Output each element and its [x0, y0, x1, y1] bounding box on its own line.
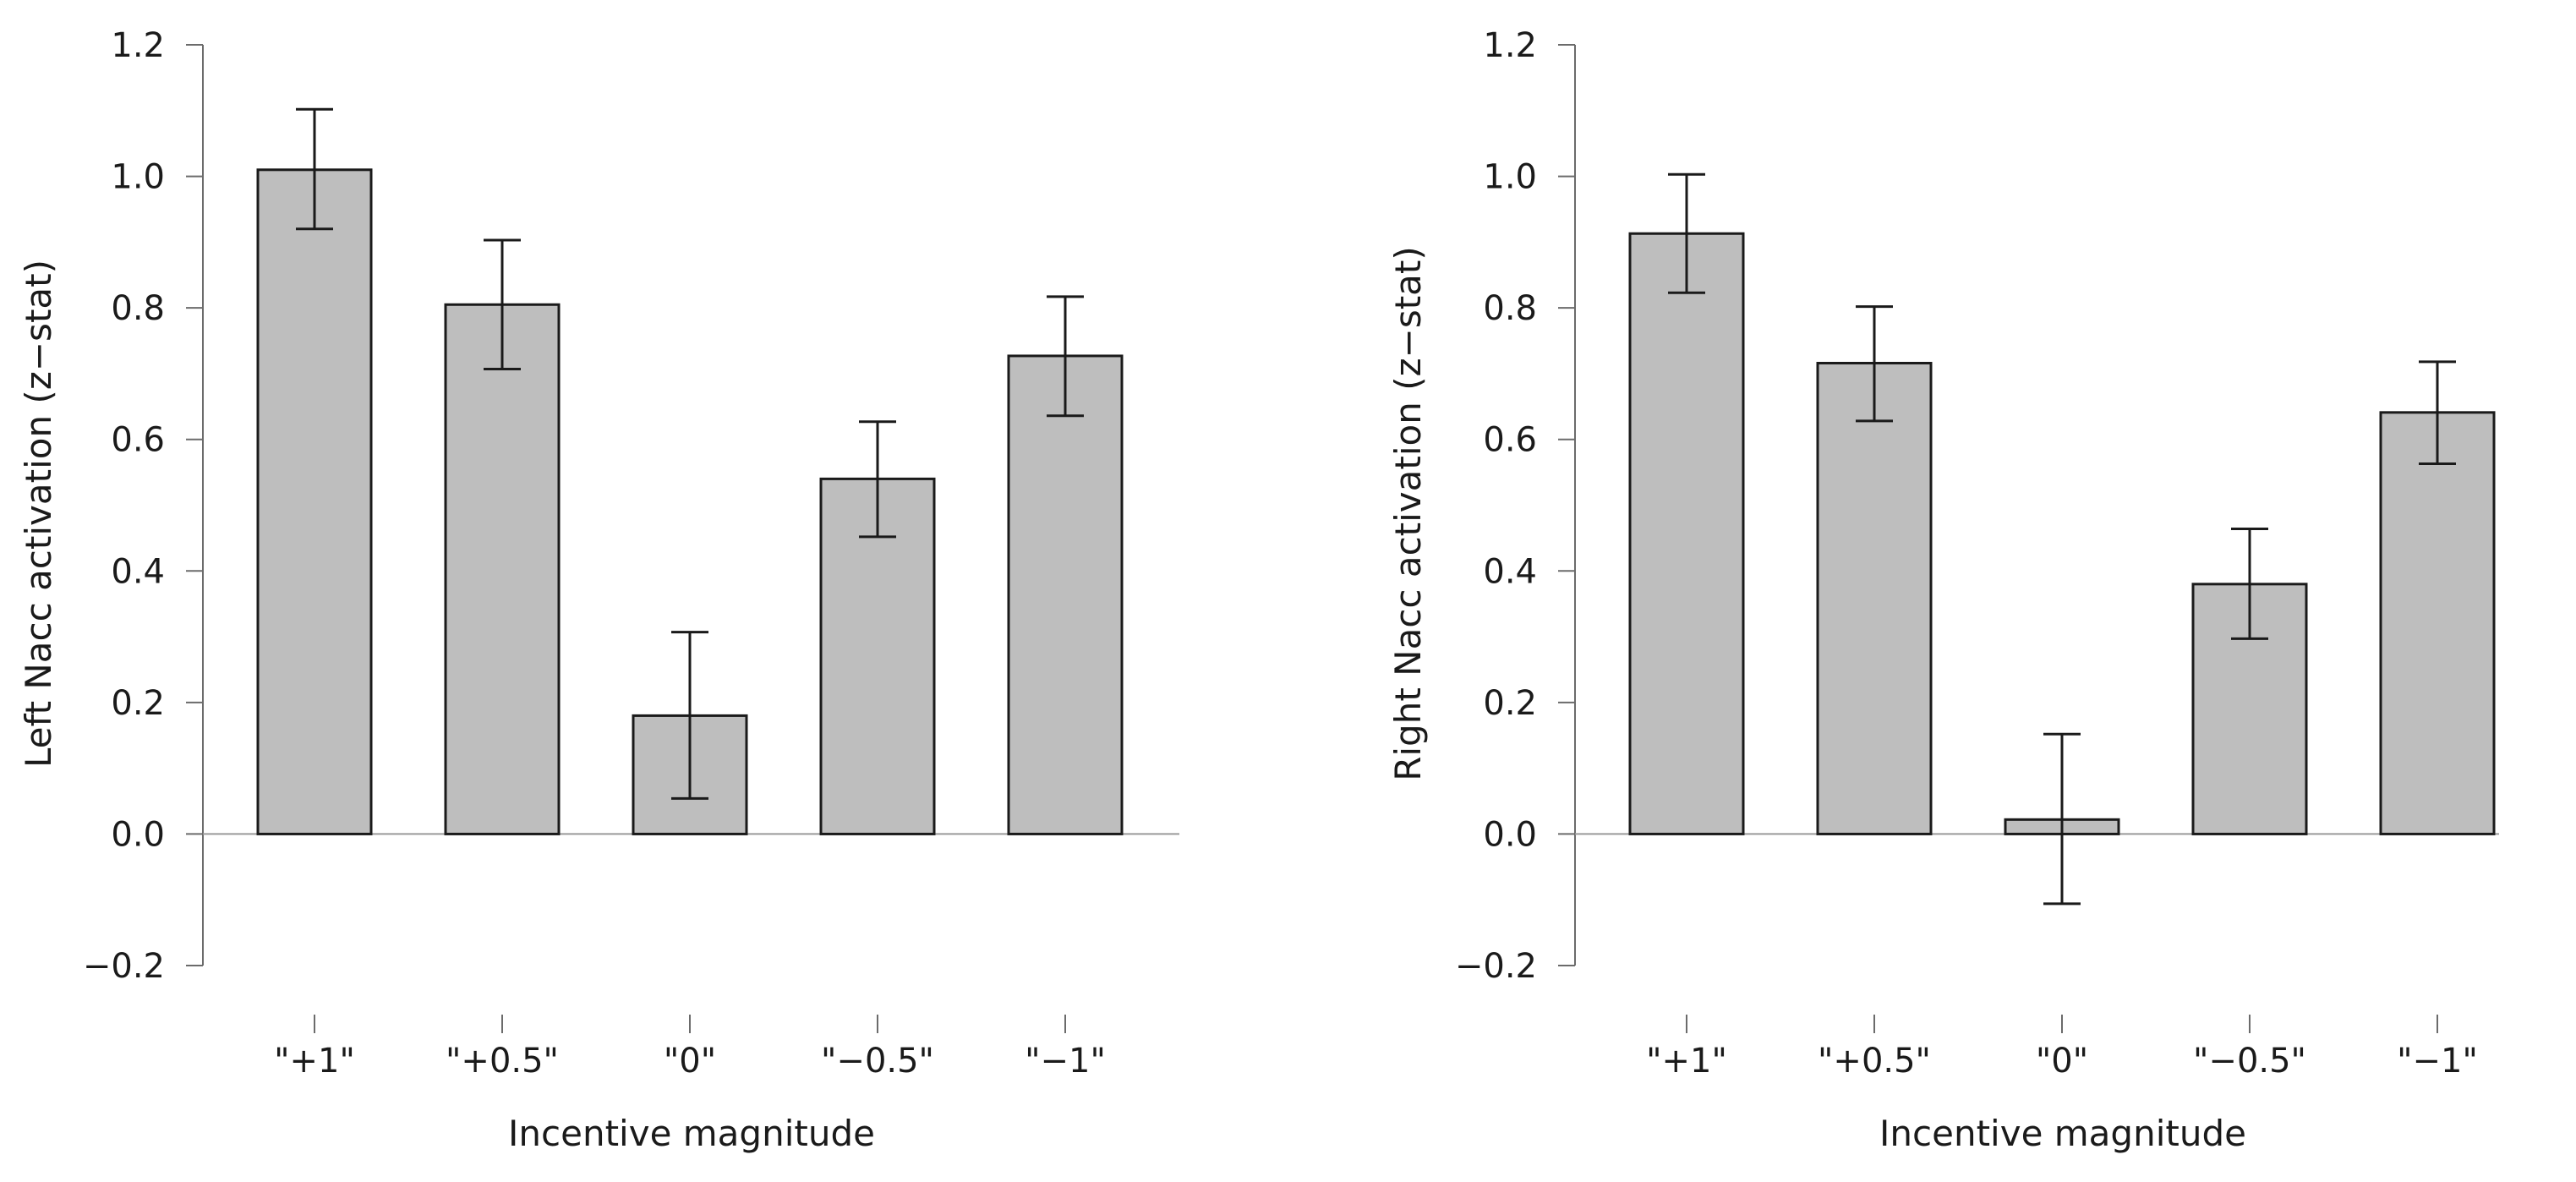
x-axis-title: Incentive magnitude — [508, 1113, 875, 1154]
y-tick-label: 1.0 — [111, 158, 165, 197]
bar — [819, 477, 936, 835]
bar — [444, 303, 561, 835]
y-tick-label: 0.0 — [1483, 815, 1537, 854]
bar — [256, 168, 373, 835]
y-tick-label: 1.2 — [1483, 26, 1537, 65]
y-tick-label: −0.2 — [83, 947, 165, 986]
x-tick-label: "+0.5" — [446, 1042, 559, 1081]
y-tick-label: 0.4 — [1483, 552, 1537, 591]
bar — [2379, 411, 2496, 835]
y-tick-label: 0.2 — [1483, 684, 1537, 723]
y-tick-label: 0.6 — [111, 421, 165, 460]
x-tick-label: "0" — [2036, 1042, 2088, 1081]
x-tick-label: "0" — [664, 1042, 716, 1081]
y-tick-label: 0.8 — [1483, 289, 1537, 328]
y-axis-title: Left Nacc activation (z−stat) — [18, 260, 59, 768]
x-tick-label: "+0.5" — [1818, 1042, 1931, 1081]
x-tick-label: "−0.5" — [821, 1042, 934, 1081]
y-tick-label: 0.8 — [111, 289, 165, 328]
x-tick-label: "+1" — [274, 1042, 355, 1081]
y-tick-label: −0.2 — [1455, 947, 1537, 986]
y-tick-label: 0.0 — [111, 815, 165, 854]
x-tick-label: "−1" — [2397, 1042, 2478, 1081]
y-axis-title: Right Nacc activation (z−stat) — [1387, 246, 1429, 781]
bar — [1628, 232, 1745, 835]
y-tick-label: 0.4 — [111, 552, 165, 591]
x-tick-label: "−0.5" — [2193, 1042, 2306, 1081]
x-tick-label: "+1" — [1646, 1042, 1727, 1081]
bar — [1007, 354, 1124, 835]
panel-right: 1.2 1.0 0.8 0.6 0.4 0.2 0.0 −0.2 "+1" "+0.5" "0" "−… — [1387, 26, 2499, 1154]
x-axis-title: Incentive magnitude — [1879, 1113, 2246, 1154]
y-tick-label: 0.6 — [1483, 421, 1537, 460]
panel-left: 1.2 1.0 0.8 0.6 0.4 0.2 0.0 −0.2 "+1" "+0.5" "0" "−… — [18, 26, 1179, 1154]
bar — [1816, 361, 1933, 835]
y-tick-label: 1.2 — [111, 26, 165, 65]
y-tick-label: 0.2 — [111, 684, 165, 723]
y-tick-label: 1.0 — [1483, 158, 1537, 197]
x-tick-label: "−1" — [1025, 1042, 1106, 1081]
